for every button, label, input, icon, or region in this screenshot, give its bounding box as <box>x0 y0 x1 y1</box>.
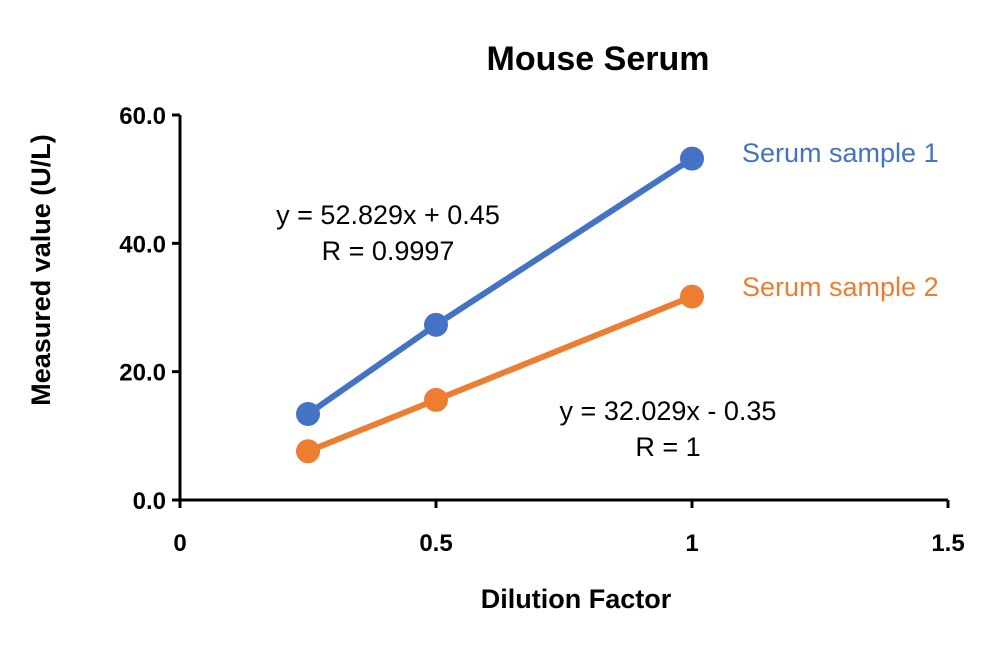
x-tick-label: 1 <box>685 530 698 557</box>
y-tick-label: 60.0 <box>119 103 166 130</box>
series-1-point <box>680 146 704 171</box>
series-2-point <box>680 284 704 309</box>
series-2-point <box>296 439 320 464</box>
y-tick-label: 0.0 <box>133 488 166 515</box>
series-1-point <box>424 312 448 337</box>
legend-series-1: Serum sample 1 <box>742 138 939 168</box>
y-tick-label: 20.0 <box>119 360 166 387</box>
x-tick-label: 1.5 <box>931 530 964 557</box>
series-2-r-value: R = 1 <box>635 432 700 462</box>
x-axis-ticks: 0 0.5 1 1.5 <box>173 500 965 557</box>
series-layer <box>296 146 704 464</box>
y-axis-ticks: 0.0 20.0 40.0 60.0 <box>119 103 180 515</box>
chart-title: Mouse Serum <box>487 40 710 78</box>
legend-series-2: Serum sample 2 <box>742 272 939 302</box>
x-tick-label: 0.5 <box>419 530 452 557</box>
y-tick-label: 40.0 <box>119 231 166 258</box>
series-1-r-value: R = 0.9997 <box>322 236 455 266</box>
y-axis-label: Measured value (U/L) <box>26 134 56 406</box>
x-tick-label: 0 <box>173 530 186 557</box>
series-1-point <box>296 402 320 427</box>
series-2-equation: y = 32.029x - 0.35 <box>560 396 777 426</box>
series-1-equation: y = 52.829x + 0.45 <box>276 200 500 230</box>
x-axis-label: Dilution Factor <box>481 584 672 614</box>
series-2-point <box>424 387 448 412</box>
